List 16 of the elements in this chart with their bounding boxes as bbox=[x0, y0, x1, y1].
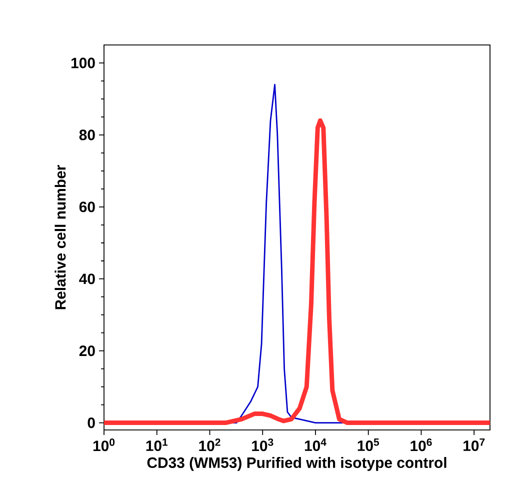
y-tick-label: 80 bbox=[79, 130, 95, 140]
y-tick-label: 20 bbox=[79, 346, 95, 356]
x-tick-label: 10$^{6}$ bbox=[410, 438, 432, 452]
y-tick-label: 0 bbox=[88, 417, 95, 428]
x-tick-label: 10$^{2}$ bbox=[199, 438, 220, 452]
x-tick-label: 10$^{1}$ bbox=[146, 438, 168, 452]
x-tick-label: 10$^{7}$ bbox=[464, 438, 485, 452]
y-tick-label: 60 bbox=[79, 202, 95, 212]
x-tick-label: 10$^{4}$ bbox=[304, 438, 326, 452]
x-axis-title: CD33 (WM53) Purified with isotype control bbox=[147, 457, 446, 471]
x-tick-label: 10$^{5}$ bbox=[358, 438, 380, 452]
y-tick-label: 100 bbox=[72, 58, 95, 68]
x-tick-label: 10$^{0}$ bbox=[93, 438, 115, 452]
y-tick-label: 40 bbox=[79, 274, 95, 284]
y-axis-title: Relative cell number bbox=[54, 165, 66, 310]
x-tick-label: 10$^{3}$ bbox=[252, 438, 274, 452]
